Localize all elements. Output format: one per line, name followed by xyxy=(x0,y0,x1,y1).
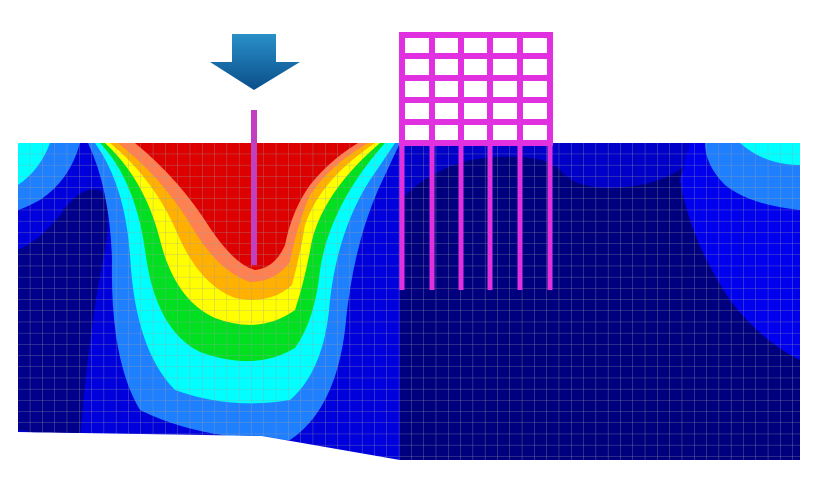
building xyxy=(399,32,553,290)
building-piles xyxy=(399,143,553,290)
building-frame xyxy=(399,32,553,146)
mesh-right xyxy=(400,143,800,460)
left-contours xyxy=(18,143,400,460)
building-grid xyxy=(402,35,550,143)
mesh-left xyxy=(18,143,400,460)
load-arrow xyxy=(210,34,300,90)
right-contours xyxy=(400,143,800,460)
single-pile xyxy=(251,110,257,265)
